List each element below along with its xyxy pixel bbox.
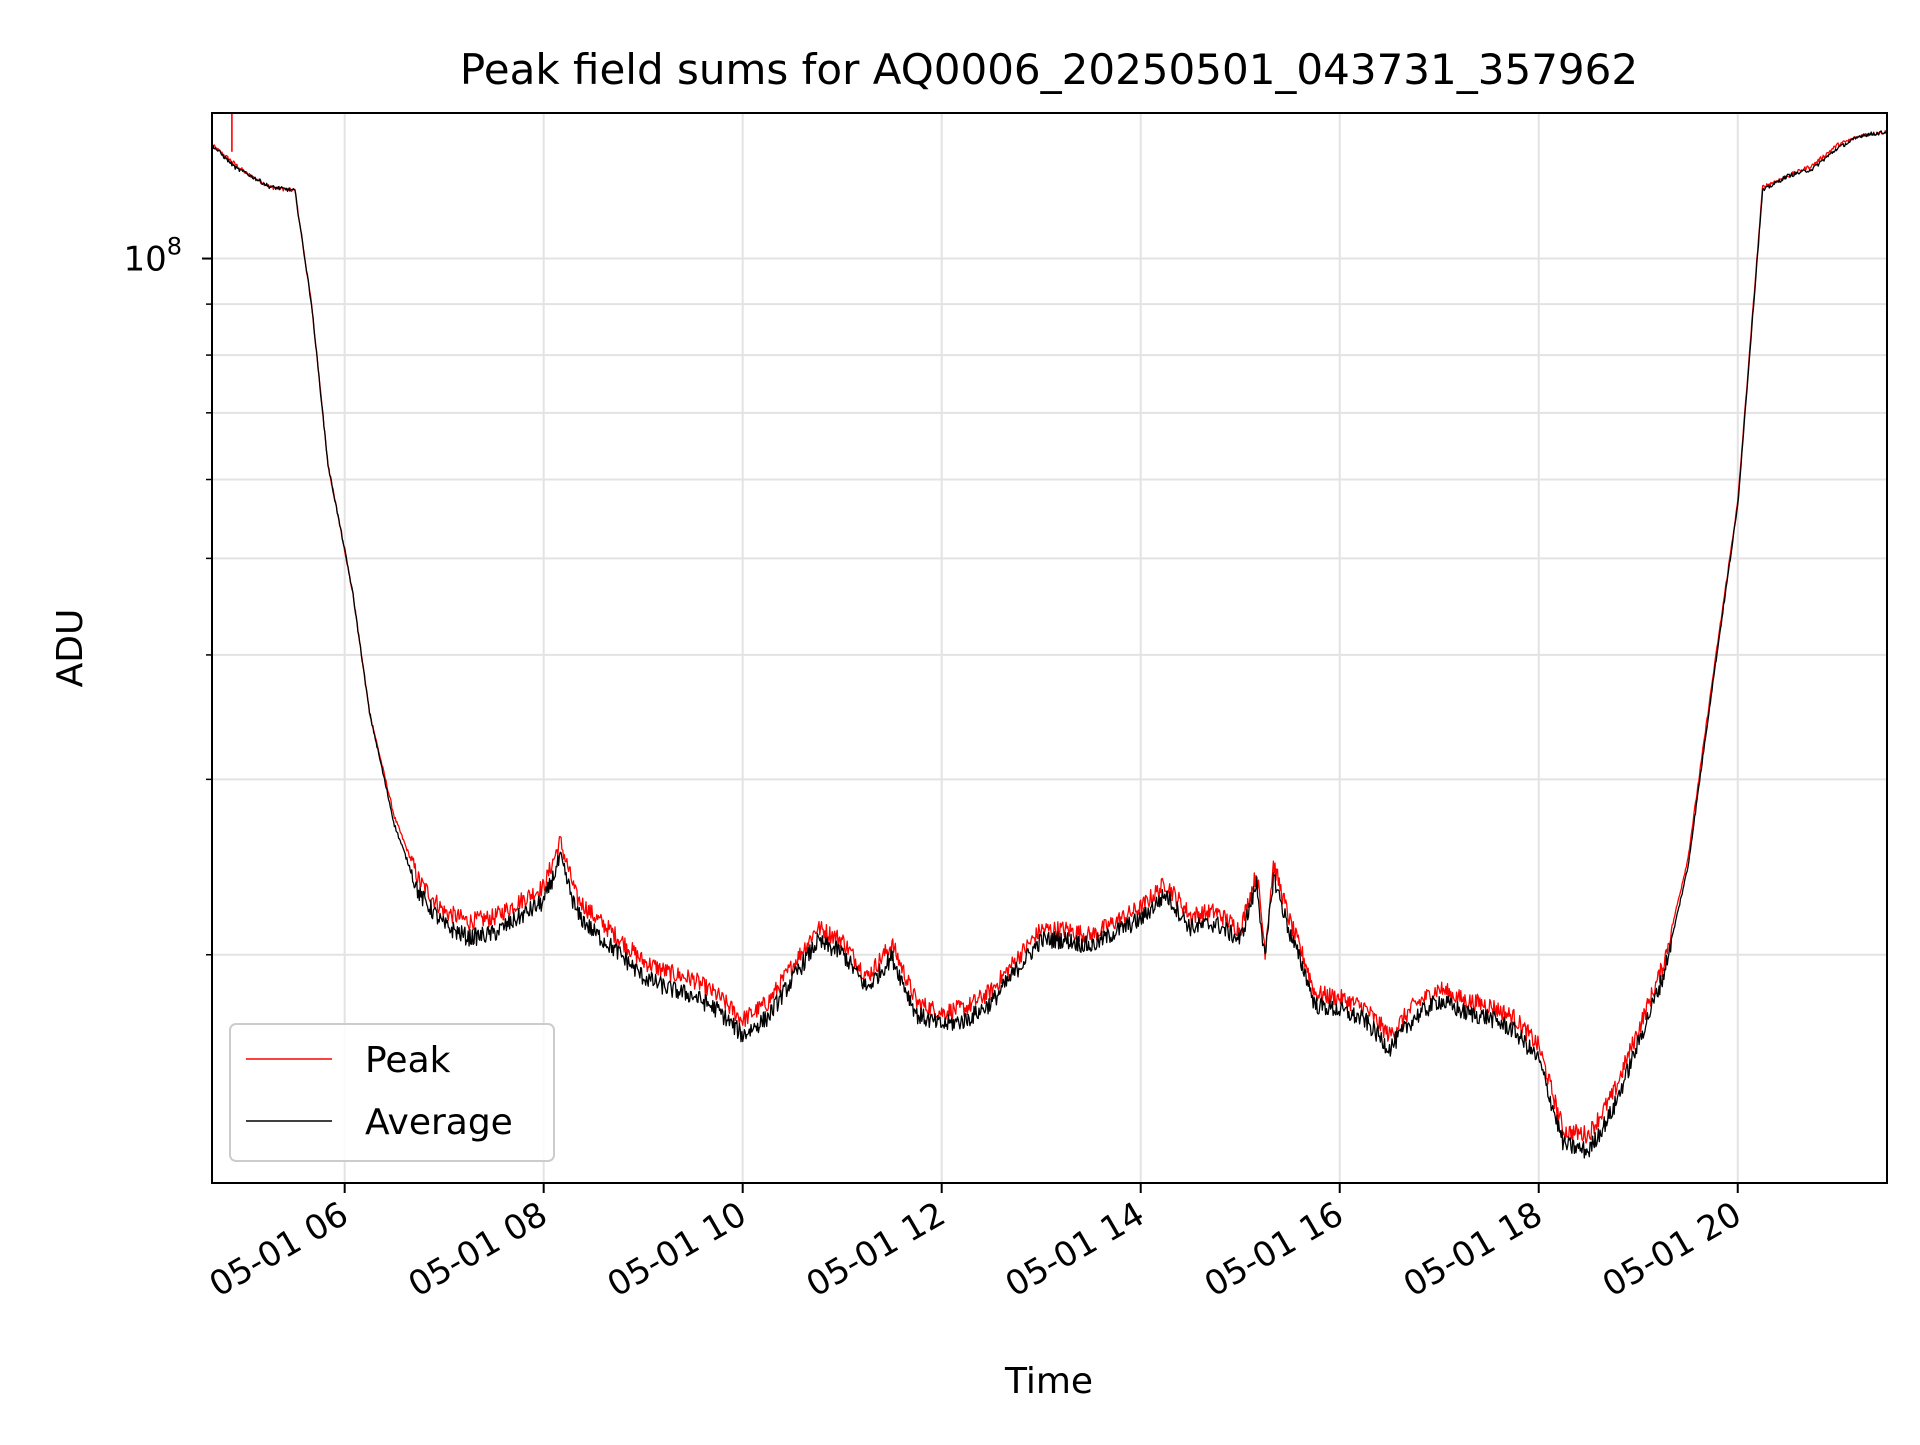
- plot-frame: [211, 112, 1888, 1184]
- grid-layer: [212, 113, 1887, 1183]
- x-axis-label: Time: [1004, 1361, 1093, 1402]
- y-axis-label: ADU: [50, 609, 91, 688]
- legend: Peak Average: [229, 1023, 555, 1162]
- series-line-average: [211, 130, 1888, 1159]
- series-line-peak: [211, 130, 1888, 1144]
- legend-label-peak: Peak: [365, 1040, 451, 1081]
- chart-title: Peak field sums for AQ0006_20250501_0437…: [460, 45, 1638, 94]
- series-layer: [211, 113, 1888, 1159]
- legend-label-average: Average: [365, 1102, 513, 1143]
